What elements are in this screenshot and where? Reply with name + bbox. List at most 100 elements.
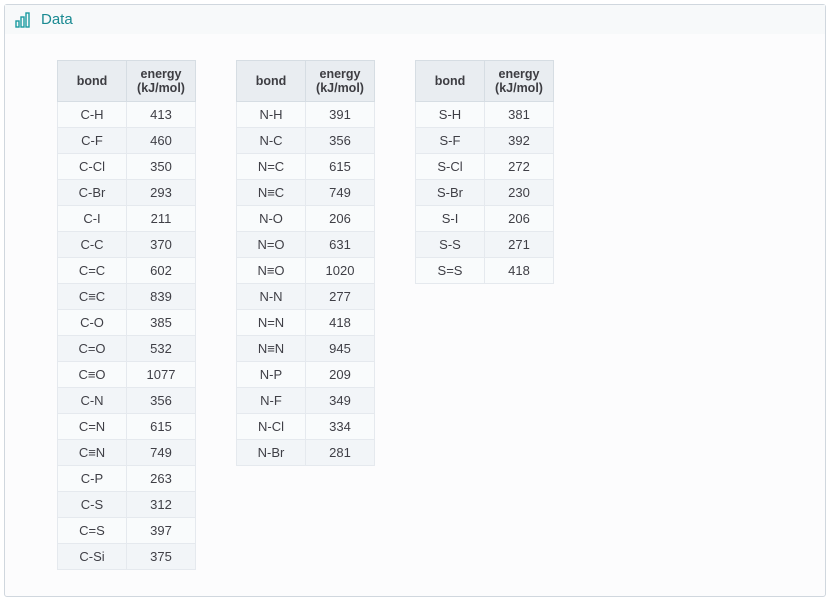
table-row: N=O631	[237, 232, 375, 258]
energy-cell: 370	[127, 232, 196, 258]
bond-cell: C-F	[58, 128, 127, 154]
bond-cell: S-Cl	[416, 154, 485, 180]
table-row: N-P209	[237, 362, 375, 388]
energy-cell: 209	[306, 362, 375, 388]
table-row: N=C615	[237, 154, 375, 180]
col-energy-header: energy(kJ/mol)	[127, 61, 196, 102]
col-bond-header: bond	[416, 61, 485, 102]
bond-cell: N-F	[237, 388, 306, 414]
bond-cell: N-P	[237, 362, 306, 388]
bond-cell: S-S	[416, 232, 485, 258]
energy-cell: 602	[127, 258, 196, 284]
table-row: S=S418	[416, 258, 554, 284]
bond-cell: S-I	[416, 206, 485, 232]
bond-cell: C-Br	[58, 180, 127, 206]
bond-cell: S=S	[416, 258, 485, 284]
table-row: C-Si375	[58, 544, 196, 570]
energy-cell: 392	[485, 128, 554, 154]
table-row: S-I206	[416, 206, 554, 232]
table-row: C=O532	[58, 336, 196, 362]
bond-energy-table: bondenergy(kJ/mol)C-H413C-F460C-Cl350C-B…	[57, 60, 196, 570]
table-row: N-F349	[237, 388, 375, 414]
table-row: C-P263	[58, 466, 196, 492]
bond-cell: C-P	[58, 466, 127, 492]
panel-title: Data	[41, 11, 73, 28]
bond-cell: S-H	[416, 102, 485, 128]
energy-cell: 397	[127, 518, 196, 544]
energy-cell: 206	[485, 206, 554, 232]
bond-cell: C-I	[58, 206, 127, 232]
bond-cell: C=O	[58, 336, 127, 362]
energy-cell: 749	[127, 440, 196, 466]
bond-energy-table: bondenergy(kJ/mol)N-H391N-C356N=C615N≡C7…	[236, 60, 375, 466]
energy-cell: 293	[127, 180, 196, 206]
table-row: C=C602	[58, 258, 196, 284]
energy-cell: 277	[306, 284, 375, 310]
bond-cell: N-Cl	[237, 414, 306, 440]
bond-cell: C=C	[58, 258, 127, 284]
bond-energy-table: bondenergy(kJ/mol)S-H381S-F392S-Cl272S-B…	[415, 60, 554, 284]
bond-cell: C-H	[58, 102, 127, 128]
tables-container: bondenergy(kJ/mol)C-H413C-F460C-Cl350C-B…	[5, 34, 825, 596]
bond-cell: C≡N	[58, 440, 127, 466]
bond-cell: N-Br	[237, 440, 306, 466]
bond-cell: C≡C	[58, 284, 127, 310]
bond-cell: N≡N	[237, 336, 306, 362]
table-row: N≡N945	[237, 336, 375, 362]
table-row: S-H381	[416, 102, 554, 128]
bond-cell: C≡O	[58, 362, 127, 388]
table-row: C≡C839	[58, 284, 196, 310]
table-row: C≡O1077	[58, 362, 196, 388]
table-row: S-F392	[416, 128, 554, 154]
energy-cell: 350	[127, 154, 196, 180]
table-row: C-O385	[58, 310, 196, 336]
energy-cell: 945	[306, 336, 375, 362]
energy-cell: 460	[127, 128, 196, 154]
energy-cell: 263	[127, 466, 196, 492]
panel-header: Data	[5, 5, 825, 34]
bond-cell: N=N	[237, 310, 306, 336]
table-row: N-N277	[237, 284, 375, 310]
bond-cell: C=S	[58, 518, 127, 544]
bond-cell: N=C	[237, 154, 306, 180]
bond-cell: N-N	[237, 284, 306, 310]
table-row: N-O206	[237, 206, 375, 232]
table-row: C-Br293	[58, 180, 196, 206]
energy-cell: 272	[485, 154, 554, 180]
energy-cell: 749	[306, 180, 375, 206]
table-row: N-Cl334	[237, 414, 375, 440]
energy-cell: 349	[306, 388, 375, 414]
table-row: S-Br230	[416, 180, 554, 206]
bond-cell: C-C	[58, 232, 127, 258]
energy-cell: 281	[306, 440, 375, 466]
bond-cell: C-O	[58, 310, 127, 336]
table-row: C-S312	[58, 492, 196, 518]
energy-cell: 615	[306, 154, 375, 180]
energy-cell: 1020	[306, 258, 375, 284]
energy-cell: 312	[127, 492, 196, 518]
table-row: C≡N749	[58, 440, 196, 466]
bond-cell: C-N	[58, 388, 127, 414]
bond-cell: N≡O	[237, 258, 306, 284]
table-row: N-Br281	[237, 440, 375, 466]
col-bond-header: bond	[58, 61, 127, 102]
bond-cell: C-S	[58, 492, 127, 518]
energy-cell: 631	[306, 232, 375, 258]
bar-chart-icon	[15, 12, 33, 28]
bond-cell: N=O	[237, 232, 306, 258]
bond-cell: N-O	[237, 206, 306, 232]
energy-cell: 615	[127, 414, 196, 440]
table-row: C=N615	[58, 414, 196, 440]
table-row: N-H391	[237, 102, 375, 128]
bond-cell: N-C	[237, 128, 306, 154]
energy-cell: 381	[485, 102, 554, 128]
energy-cell: 1077	[127, 362, 196, 388]
table-row: C-I211	[58, 206, 196, 232]
energy-cell: 418	[485, 258, 554, 284]
energy-cell: 839	[127, 284, 196, 310]
table-row: C-F460	[58, 128, 196, 154]
table-row: N≡C749	[237, 180, 375, 206]
energy-cell: 391	[306, 102, 375, 128]
table-row: C-N356	[58, 388, 196, 414]
table-row: C-C370	[58, 232, 196, 258]
